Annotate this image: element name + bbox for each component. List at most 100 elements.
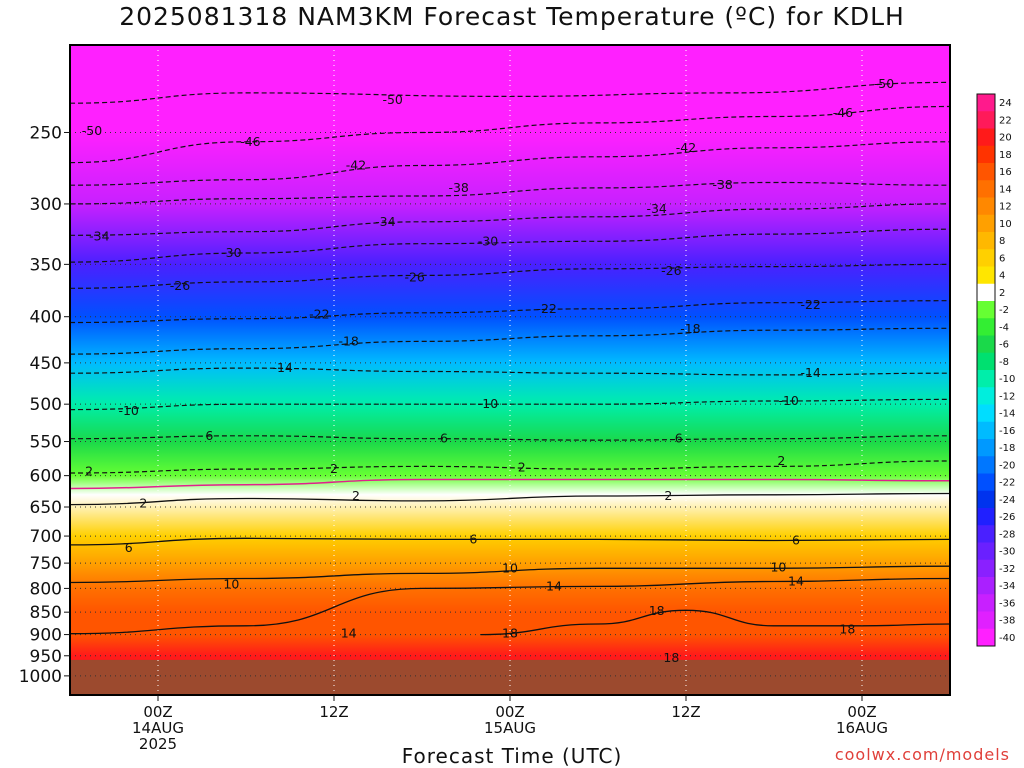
contour-line xyxy=(70,565,950,584)
x-tick-label: 12Z xyxy=(319,703,348,721)
contour-label: -50 xyxy=(874,76,894,91)
contour-label: 2 xyxy=(330,461,338,476)
contour-label: -22 xyxy=(536,301,556,316)
contour-line xyxy=(70,228,950,263)
colorbar-label: -8 xyxy=(999,357,1009,368)
x-tick-label: 00Z xyxy=(143,703,172,721)
contour-label: 2 xyxy=(518,460,526,475)
contour-label: -38 xyxy=(448,180,468,195)
contour-line xyxy=(70,492,950,506)
x-tick-label: 15AUG xyxy=(484,719,536,737)
contour-label: -14 xyxy=(272,360,292,375)
colorbar-label: -4 xyxy=(999,322,1009,333)
colorbar-label: -38 xyxy=(999,616,1015,627)
colorbar-swatch xyxy=(977,266,995,285)
contour-label: 10 xyxy=(770,559,786,574)
colorbar-label: -14 xyxy=(999,409,1015,420)
colorbar-label: -26 xyxy=(999,512,1015,523)
colorbar-swatch xyxy=(977,301,995,319)
x-axis-label: Forecast Time (UTC) xyxy=(401,744,623,768)
colorbar-label: -16 xyxy=(999,426,1015,437)
contour-label: -18 xyxy=(680,321,700,336)
y-tick-label: 650 xyxy=(30,498,62,518)
colorbar-swatch xyxy=(977,197,995,216)
contour-label: 2 xyxy=(352,488,360,503)
colorbar-swatch xyxy=(977,404,995,423)
credit-link[interactable]: coolwx.com/models xyxy=(834,745,1010,764)
colorbar-label: -18 xyxy=(999,443,1015,454)
x-tick-label: 2025 xyxy=(139,735,177,753)
colorbar-swatch xyxy=(977,542,995,561)
colorbar-swatch xyxy=(977,594,995,612)
contour-line xyxy=(70,105,950,164)
contour-line xyxy=(70,263,950,289)
y-tick-label: 750 xyxy=(30,554,62,574)
colorbar-label: -24 xyxy=(999,495,1015,506)
contour-label: 18 xyxy=(663,650,679,665)
colorbar-swatch xyxy=(977,249,995,267)
colorbar-label: 10 xyxy=(999,219,1012,230)
colorbar-swatch xyxy=(977,473,995,492)
contour-label: -50 xyxy=(82,123,102,138)
contour-label: 14 xyxy=(788,573,804,588)
contour-label: -10 xyxy=(778,393,798,408)
colorbar-swatch xyxy=(977,94,995,112)
y-tick-label: 300 xyxy=(30,195,62,215)
colorbar-label: 6 xyxy=(999,253,1005,264)
colorbar-label: 24 xyxy=(999,98,1012,109)
y-tick-label: 850 xyxy=(30,603,62,623)
y-tick-label: 450 xyxy=(30,354,62,374)
contour-label: 6 xyxy=(469,531,477,546)
contour-line xyxy=(70,203,950,236)
colorbar-swatch xyxy=(977,490,995,509)
colorbar-swatch xyxy=(977,611,995,630)
contour-label: 14 xyxy=(546,578,562,593)
colorbar-swatch xyxy=(977,163,995,181)
contour-label: -22 xyxy=(800,297,820,312)
colorbar-swatch xyxy=(977,456,995,474)
plot-area: -50 -50 -50 -46 -46 -42 -42 -38 -38 -34 -34 -34 -30 -… xyxy=(70,45,950,695)
contour-label: -42 xyxy=(676,140,696,155)
y-tick-label: 500 xyxy=(30,395,62,415)
chart-title: 2025081318 NAM3KM Forecast Temperature (… xyxy=(119,2,905,31)
colorbar-label: -10 xyxy=(999,374,1015,385)
colorbar-swatch xyxy=(977,128,995,147)
colorbar-label: 12 xyxy=(999,202,1012,213)
colorbar-swatch xyxy=(977,232,995,250)
colorbar-frame xyxy=(976,93,996,647)
colorbar-swatch xyxy=(977,180,995,198)
y-tick-label: 350 xyxy=(30,255,62,275)
contour-label: -26 xyxy=(404,270,424,285)
colorbar-label: -12 xyxy=(999,391,1015,402)
colorbar-swatch xyxy=(977,439,995,457)
contour-label: 6 xyxy=(792,533,800,548)
contour-label: 6 xyxy=(205,428,213,443)
contour-line xyxy=(70,81,950,104)
contour-label: -50 xyxy=(382,92,402,107)
contour-label: 10 xyxy=(502,560,518,575)
colorbar-label: -22 xyxy=(999,478,1015,489)
contour-label: 18 xyxy=(502,626,518,641)
colorbar-label: -32 xyxy=(999,564,1015,575)
colorbar-label: -40 xyxy=(999,633,1015,644)
contour-label: 10 xyxy=(223,576,239,591)
contour-label: -26 xyxy=(661,263,681,278)
colorbar-swatch xyxy=(977,214,995,233)
contour-label: -34 xyxy=(646,201,666,216)
colorbar-label: 20 xyxy=(999,133,1012,144)
contour-label: 2 xyxy=(777,453,785,468)
contour-label: -22 xyxy=(309,307,329,322)
colorbar-swatch xyxy=(977,145,995,164)
colorbar-label: -36 xyxy=(999,598,1015,609)
contour-label: 18 xyxy=(649,603,665,618)
contour-line xyxy=(480,609,950,636)
colorbar-swatch xyxy=(977,577,995,595)
colorbar-swatch xyxy=(977,111,995,129)
colorbar-label: 22 xyxy=(999,115,1012,126)
contour-label: -46 xyxy=(240,134,260,149)
y-tick-label: 950 xyxy=(30,647,62,667)
contour-labels: -50 -50 -50 -46 -46 -42 -42 -38 -38 -34 -34 -34 -30 -… xyxy=(82,76,894,665)
contour-line xyxy=(70,367,950,376)
